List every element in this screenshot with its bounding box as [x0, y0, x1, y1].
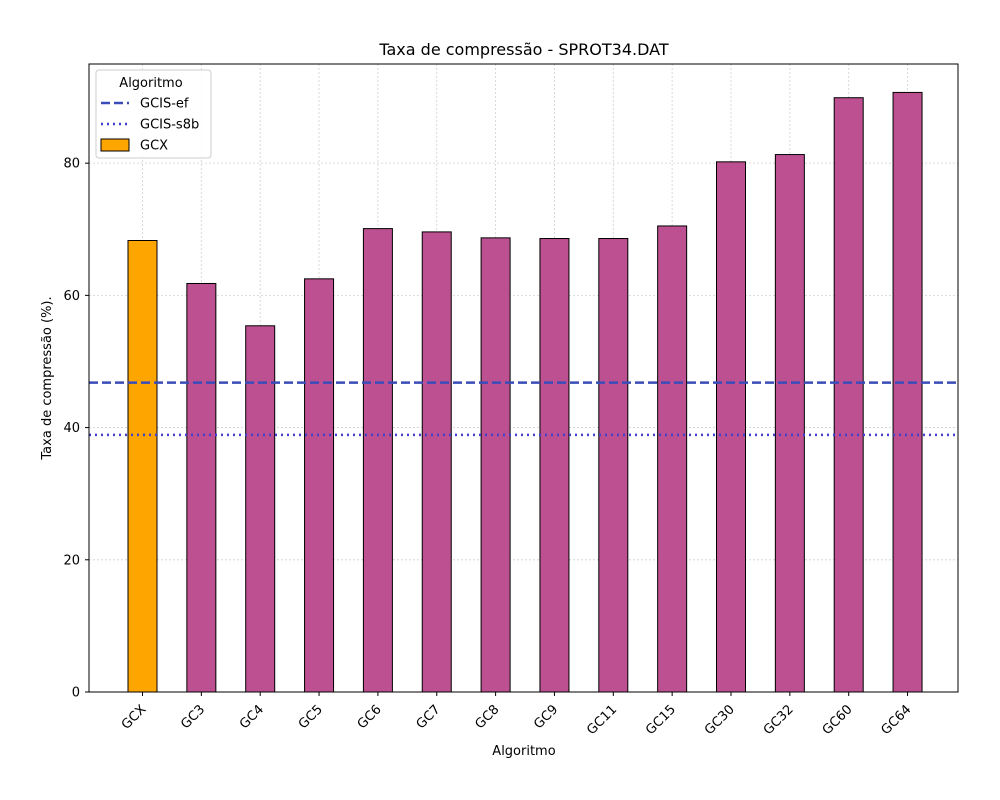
- bar-gc60: [833, 97, 864, 693]
- bar-gc8: [480, 237, 511, 693]
- y-tick-label: 0: [72, 686, 80, 701]
- legend-swatch: [100, 138, 130, 152]
- bar-gc3: [186, 282, 217, 693]
- legend-entry-label: GCIS-s8b: [140, 118, 199, 133]
- bar-gc4: [245, 325, 276, 693]
- bar-gc64: [892, 91, 923, 693]
- bar-gcx: [127, 240, 158, 693]
- legend-title: Algoritmo: [119, 76, 182, 91]
- legend: Algoritmo GCIS-ef GCIS-s8b GCX: [95, 69, 212, 159]
- legend-box: [95, 69, 212, 159]
- bar-gc6: [362, 228, 393, 693]
- chart-title: Taxa de compressão - SPROT34.DAT: [378, 40, 668, 59]
- bar-gc11: [598, 238, 629, 693]
- y-axis: 0 20 40 60 80: [63, 157, 89, 701]
- y-axis-title: Taxa de compressão (%).: [40, 296, 55, 460]
- bar-gc9: [539, 238, 570, 693]
- plot-area-frame: [88, 63, 959, 693]
- bar-gc30: [716, 161, 746, 693]
- x-axis-title: Algoritmo: [492, 744, 555, 759]
- y-tick-label: 20: [63, 553, 80, 568]
- y-tick-label: 80: [63, 157, 80, 172]
- bar-gc7: [421, 231, 452, 693]
- y-tick-label: 60: [63, 289, 80, 304]
- bar-gc32: [774, 154, 805, 693]
- bar-gc5: [304, 278, 335, 693]
- reference-lines: [89, 381, 958, 437]
- legend-entry-label: GCX: [140, 139, 168, 154]
- bar-gc15: [657, 225, 688, 693]
- bars: [127, 91, 923, 693]
- y-tick-label: 40: [63, 421, 80, 436]
- legend-entry-label: GCIS-ef: [140, 97, 189, 112]
